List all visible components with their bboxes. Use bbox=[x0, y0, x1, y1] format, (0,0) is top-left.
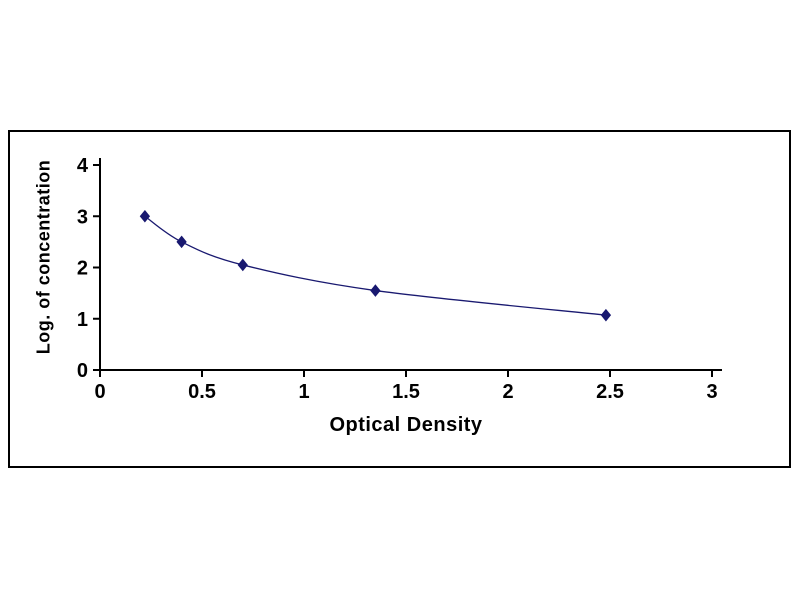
x-tick-label: 3 bbox=[706, 381, 717, 403]
y-tick-label: 0 bbox=[77, 360, 88, 382]
data-point-marker bbox=[237, 258, 248, 272]
data-point-marker bbox=[139, 209, 151, 223]
x-axis-title: Optical Density bbox=[329, 414, 483, 436]
x-tick-label: 0.5 bbox=[188, 381, 216, 403]
x-tick-label: 2 bbox=[502, 381, 513, 403]
x-tick-label: 1.5 bbox=[392, 381, 420, 403]
x-tick-label: 0 bbox=[94, 381, 105, 403]
standard-curve-plot: 0 0.5 1 1.5 2 2.5 3 0 1 2 3 4 bbox=[77, 155, 722, 403]
y-axis-title: Log. of concentration bbox=[33, 159, 54, 355]
data-point-marker bbox=[600, 308, 612, 322]
data-point-marker bbox=[176, 235, 187, 249]
y-tick-label: 4 bbox=[77, 155, 89, 177]
y-tick-label: 2 bbox=[77, 258, 88, 280]
y-tick-label: 3 bbox=[77, 206, 88, 228]
data-point-marker bbox=[370, 284, 381, 297]
y-tick-label: 1 bbox=[77, 309, 88, 331]
x-tick-label: 2.5 bbox=[596, 381, 624, 403]
chart-frame: 0 0.5 1 1.5 2 2.5 3 0 1 2 3 4 Log. of concentration… bbox=[8, 130, 791, 468]
standard-curve-line bbox=[144, 215, 606, 316]
x-tick-label: 1 bbox=[298, 381, 309, 403]
